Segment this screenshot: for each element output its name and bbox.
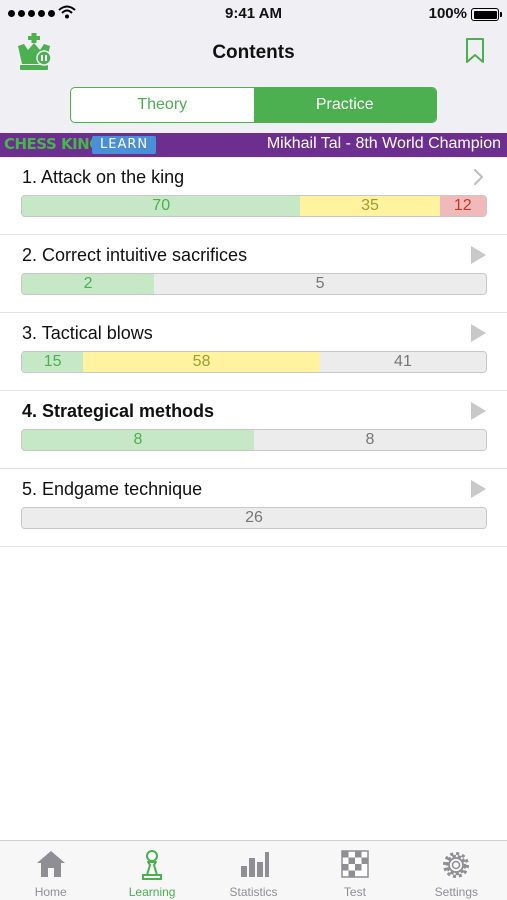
chapter-item[interactable]: 2. Correct intuitive sacrifices 2 5: [0, 235, 507, 313]
chapter-label: 3. Tactical blows: [22, 323, 153, 343]
progress-segment-partial: 58: [83, 352, 320, 372]
play-icon[interactable]: [469, 401, 487, 421]
wifi-icon: [58, 5, 76, 19]
chessboard-icon: [341, 850, 369, 878]
page-title: Contents: [212, 42, 295, 63]
progress-segment-remaining: 5: [154, 274, 486, 294]
course-title: Mikhail Tal - 8th World Champion: [266, 135, 501, 152]
progress-segment-remaining: 8: [254, 430, 486, 450]
play-icon[interactable]: [469, 479, 487, 499]
chevron-right-icon[interactable]: [469, 167, 487, 187]
tab-statistics[interactable]: Statistics: [203, 841, 304, 900]
chapter-progress-bar: 70 35 12: [21, 195, 487, 217]
tab-settings[interactable]: Settings: [406, 841, 507, 900]
status-time: 9:41 AM: [225, 5, 282, 22]
progress-segment-solved: 8: [22, 430, 254, 450]
tab-label: Learning: [128, 885, 176, 899]
tab-label: Test: [343, 885, 366, 899]
tab-test[interactable]: Test: [304, 841, 405, 900]
tab-learning[interactable]: Learning: [101, 841, 202, 900]
progress-segment-remaining: 41: [319, 352, 486, 372]
chapter-item[interactable]: 5. Endgame technique 26: [0, 469, 507, 547]
chapter-label: 1. Attack on the king: [22, 167, 185, 187]
progress-segment-solved: 2: [22, 274, 155, 294]
cellular-signal-icon: [8, 10, 55, 17]
home-icon: [36, 851, 65, 877]
banner-learn-badge: LEARN: [92, 136, 157, 154]
theory-practice-segmented-control: Theory Practice: [70, 87, 437, 123]
segment-theory[interactable]: Theory: [137, 96, 188, 113]
course-banner: CHESS KING LEARN Mikhail Tal - 8th World…: [0, 133, 507, 157]
play-icon[interactable]: [469, 323, 487, 343]
chapter-progress-bar: 15 58 41: [21, 351, 487, 373]
gear-icon: [443, 852, 470, 878]
chapter-progress-bar: 26: [21, 507, 487, 529]
bar-chart-icon: [240, 852, 269, 877]
tab-label: Settings: [434, 885, 478, 899]
pawn-icon: [142, 850, 163, 880]
chapter-progress-bar: 2 5: [21, 273, 487, 295]
chapter-progress-bar: 8 8: [21, 429, 487, 451]
status-bar: 9:41 AM 100%: [0, 0, 507, 28]
chapter-item[interactable]: 4. Strategical methods 8 8: [0, 391, 507, 469]
chapter-item[interactable]: 3. Tactical blows 15 58 41: [0, 313, 507, 391]
bottom-tab-bar: Home Learning Statistics Test: [0, 840, 507, 900]
banner-brand: CHESS KING: [4, 135, 102, 153]
segment-practice[interactable]: Practice: [253, 88, 436, 122]
progress-segment-remaining: 26: [22, 508, 486, 528]
bookmark-icon[interactable]: [465, 38, 485, 64]
chapter-label: 4. Strategical methods: [22, 401, 215, 421]
chess-king-logo-icon[interactable]: [14, 32, 54, 72]
progress-segment-partial: 35: [300, 196, 440, 216]
progress-segment-failed: 12: [439, 196, 486, 216]
tab-label: Home: [34, 885, 67, 899]
progress-segment-solved: 15: [22, 352, 84, 372]
battery-percentage: 100%: [428, 5, 467, 22]
play-icon[interactable]: [469, 245, 487, 265]
chapter-label: 2. Correct intuitive sacrifices: [22, 245, 248, 265]
progress-segment-solved: 70: [22, 196, 301, 216]
tab-label: Statistics: [229, 885, 278, 899]
chapter-label: 5. Endgame technique: [22, 479, 203, 499]
battery-icon: [471, 8, 502, 21]
chapter-item[interactable]: 1. Attack on the king 70 35 12: [0, 157, 507, 235]
tab-home[interactable]: Home: [0, 841, 101, 900]
